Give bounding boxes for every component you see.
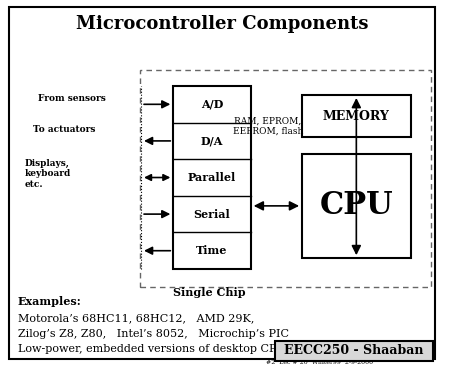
- Bar: [302, 154, 411, 258]
- Text: MEMORY: MEMORY: [323, 110, 390, 123]
- Text: #2  Lec # 20  Winter99  2-9-2000: #2 Lec # 20 Winter99 2-9-2000: [266, 359, 373, 365]
- Text: Single Chip: Single Chip: [173, 287, 246, 298]
- Text: D/A: D/A: [201, 135, 223, 146]
- Text: Time: Time: [196, 245, 228, 256]
- Text: Examples:: Examples:: [18, 296, 82, 307]
- Text: A/D: A/D: [201, 99, 223, 110]
- Text: Zilog’s Z8, Z80,   Intel’s 8052,   Microchip’s PIC: Zilog’s Z8, Z80, Intel’s 8052, Microchip…: [18, 329, 289, 339]
- Text: Displays,
keyboard
etc.: Displays, keyboard etc.: [25, 159, 71, 189]
- Bar: [275, 341, 433, 361]
- Bar: [140, 70, 431, 287]
- Text: Parallel: Parallel: [188, 172, 236, 183]
- Text: RAM, EPROM,
EEPROM, flash: RAM, EPROM, EEPROM, flash: [233, 116, 303, 136]
- Text: To actuators: To actuators: [33, 126, 96, 134]
- Text: Serial: Serial: [194, 209, 230, 220]
- Bar: [173, 86, 251, 269]
- Text: CPU: CPU: [319, 190, 393, 221]
- Text: Low-power, embedded versions of desktop CPUs:  e.g  Intel’s 80486: Low-power, embedded versions of desktop …: [18, 344, 401, 354]
- Text: From sensors: From sensors: [38, 94, 106, 103]
- Bar: [302, 95, 411, 137]
- Text: Motorola’s 68HC11, 68HC12,   AMD 29K,: Motorola’s 68HC11, 68HC12, AMD 29K,: [18, 313, 254, 324]
- Text: Microcontroller Components: Microcontroller Components: [76, 15, 368, 33]
- Text: EECC250 - Shaaban: EECC250 - Shaaban: [284, 344, 424, 358]
